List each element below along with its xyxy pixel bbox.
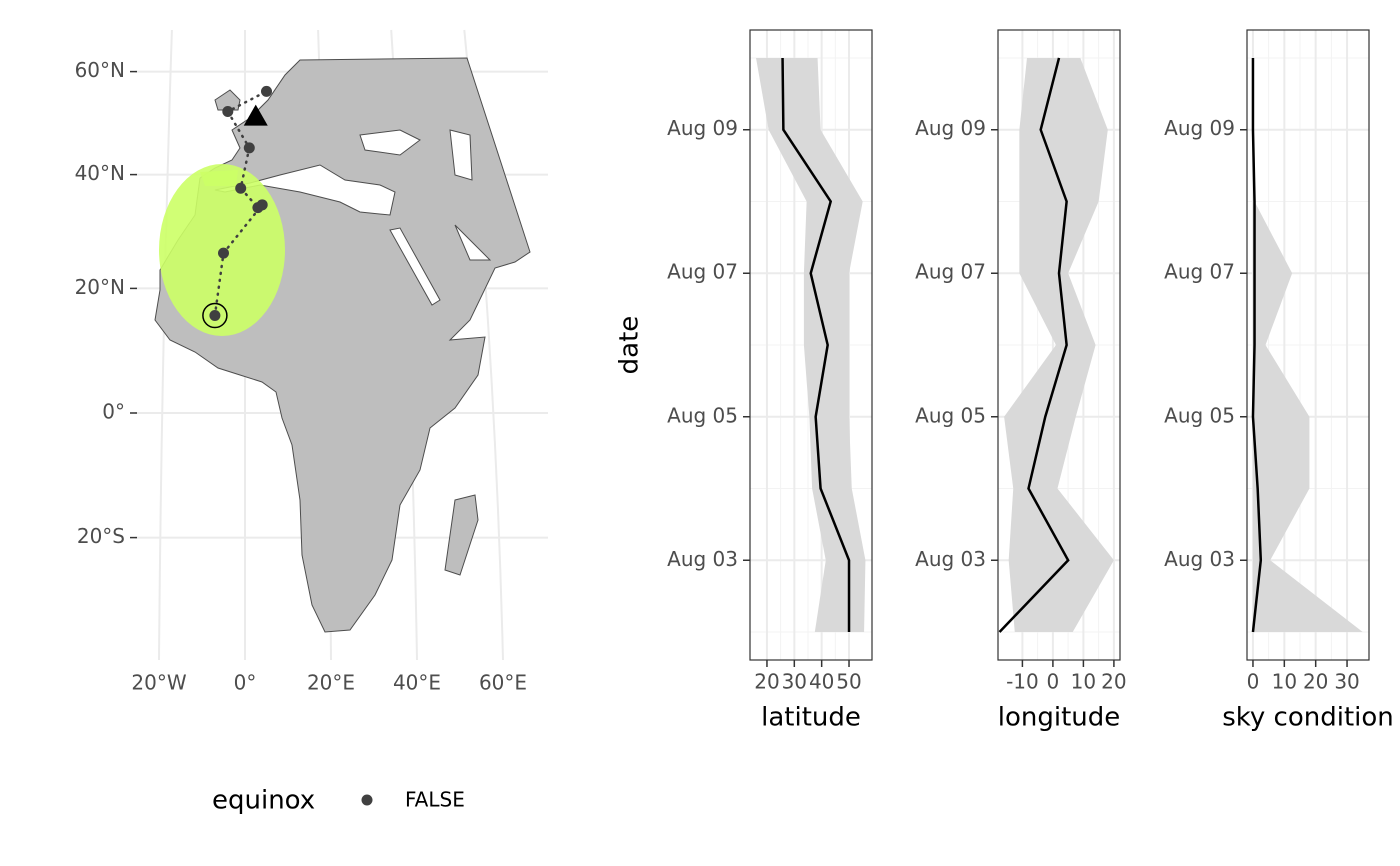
triangle xyxy=(243,104,268,126)
region xyxy=(200,170,238,186)
y-tick-label: Aug 05 xyxy=(1164,403,1235,427)
x-tick-label: 10 xyxy=(1071,670,1096,694)
sea xyxy=(214,164,396,216)
map-layer xyxy=(154,57,531,633)
y-tick-label: Aug 03 xyxy=(667,547,738,571)
sea xyxy=(449,129,473,181)
ribbon xyxy=(756,57,866,633)
point xyxy=(261,85,272,97)
sea xyxy=(389,227,441,306)
point xyxy=(252,202,264,214)
sea xyxy=(359,129,421,156)
y-tick-label: Aug 09 xyxy=(1164,116,1235,140)
x-tick-label: 20 xyxy=(1303,670,1328,694)
y-tick-label: 20°S xyxy=(77,524,125,548)
x-tick-label: 0 xyxy=(1047,670,1060,694)
point xyxy=(235,182,247,194)
x-tick-label: 30 xyxy=(782,670,807,694)
x-tick-label: 20°E xyxy=(307,671,355,695)
y-tick-label: 0° xyxy=(102,400,125,424)
line xyxy=(781,57,851,633)
y-tick-label: Aug 03 xyxy=(1164,547,1235,571)
x-tick-label: 0 xyxy=(1247,670,1260,694)
y-tick-label: Aug 07 xyxy=(1164,260,1235,284)
point xyxy=(218,247,229,259)
y-tick-label: Aug 05 xyxy=(667,403,738,427)
ribbon xyxy=(1004,57,1114,633)
ribbon xyxy=(1252,57,1363,633)
y-tick-label: 40°N xyxy=(75,161,125,185)
line xyxy=(1251,57,1263,633)
legend-title: equinox xyxy=(212,786,315,816)
y-tick-label: Aug 07 xyxy=(915,260,986,284)
land xyxy=(444,494,479,576)
x-tick-label: 20 xyxy=(1101,670,1126,694)
y-tick-label: Aug 09 xyxy=(915,116,986,140)
y-axis-title: date xyxy=(615,316,645,375)
highlight-ring xyxy=(202,302,228,329)
panel-border xyxy=(749,29,873,661)
x-tick-label: 20 xyxy=(754,670,779,694)
legend-key xyxy=(361,794,373,806)
x-tick-label: 50 xyxy=(836,670,861,694)
point xyxy=(243,142,255,154)
y-tick-label: 60°N xyxy=(75,58,125,82)
y-tick-label: Aug 09 xyxy=(667,116,738,140)
x-tick-label: 60°E xyxy=(479,671,527,695)
x-axis-title: latitude xyxy=(761,703,861,733)
y-tick-label: Aug 05 xyxy=(915,403,986,427)
x-axis-title: longitude xyxy=(998,703,1121,733)
x-tick-label: 10 xyxy=(1272,670,1297,694)
x-tick-label: 40 xyxy=(809,670,834,694)
x-tick-label: 0° xyxy=(234,671,257,695)
x-tick-label: 30 xyxy=(1334,670,1359,694)
grid-line xyxy=(158,29,173,661)
x-tick-label: -10 xyxy=(1006,670,1039,694)
panel-border xyxy=(997,29,1121,661)
land xyxy=(154,57,531,633)
sea xyxy=(454,224,492,261)
line xyxy=(998,57,1070,633)
track xyxy=(213,90,268,317)
y-tick-label: 20°N xyxy=(75,275,125,299)
point xyxy=(222,106,234,118)
x-tick-label: 40°E xyxy=(393,671,441,695)
x-tick-label: 20°W xyxy=(131,671,186,695)
legend-label: FALSE xyxy=(405,788,465,812)
point xyxy=(209,309,221,321)
y-tick-label: Aug 03 xyxy=(915,547,986,571)
x-axis-title: sky condition xyxy=(1222,703,1394,733)
y-tick-label: Aug 07 xyxy=(667,260,738,284)
panel-border xyxy=(1246,29,1370,661)
